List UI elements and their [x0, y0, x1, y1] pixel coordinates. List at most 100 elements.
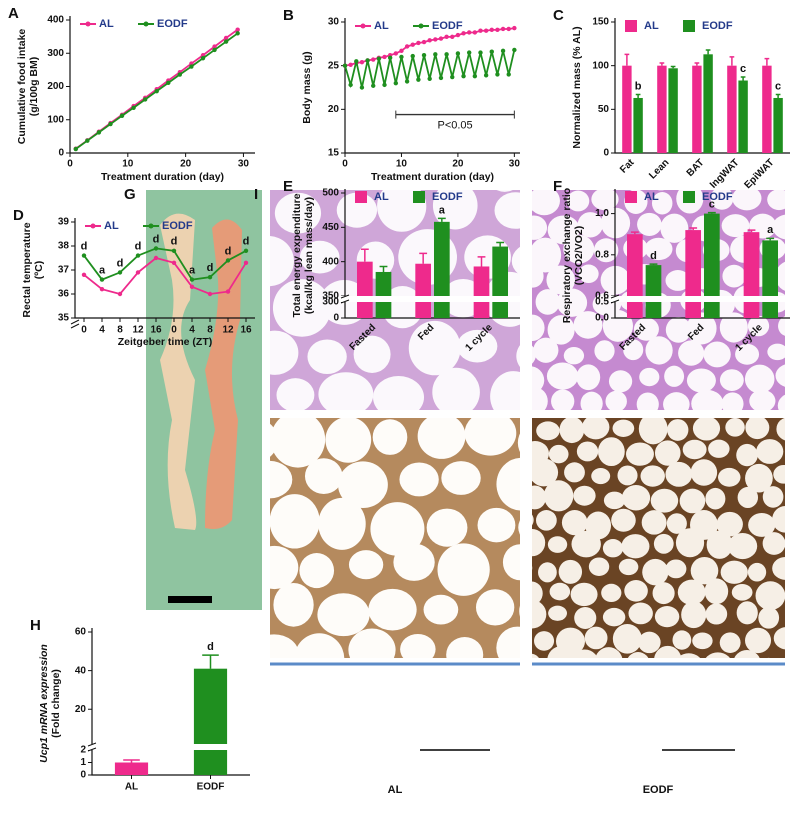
adipocyte [602, 607, 626, 627]
adipocyte [767, 343, 785, 361]
adipocyte [532, 190, 560, 216]
data-point [461, 31, 466, 36]
y-tick-label: 0 [603, 148, 609, 159]
data-point [225, 258, 231, 263]
y-tick-label: 0.6 [595, 291, 609, 302]
adipocyte [532, 215, 548, 240]
bar [473, 266, 490, 318]
adipocyte [667, 419, 689, 441]
adipocyte [519, 605, 520, 617]
legend-marker [143, 21, 149, 27]
y-tick-label: 150 [592, 17, 609, 28]
y-axis-label: Cumulative food intake [16, 29, 28, 145]
data-point [483, 28, 489, 33]
adipocyte [637, 212, 662, 236]
data-point [466, 50, 472, 55]
adipocyte [532, 366, 545, 395]
error-bar [477, 256, 486, 267]
x-axis-label: Treatment duration (day) [101, 171, 224, 183]
y-axis-label: (ºC) [33, 261, 45, 279]
adipocyte [705, 652, 730, 658]
adipocyte [536, 421, 560, 441]
adipocyte [276, 378, 315, 410]
adipocyte [532, 600, 547, 629]
significance-letter: d [243, 236, 250, 248]
adipocyte [517, 433, 520, 453]
y-tick-label: 40 [75, 665, 87, 676]
adipocyte [536, 510, 557, 531]
axis-break [70, 319, 80, 329]
data-point [387, 55, 393, 61]
adipocyte [605, 390, 627, 410]
significance-letter: a [99, 265, 106, 277]
data-point [404, 44, 410, 49]
adipocyte [336, 192, 378, 228]
axis-break [610, 294, 620, 304]
error-bar [694, 62, 700, 66]
legend-label: AL [374, 191, 389, 203]
data-point [348, 62, 353, 67]
adipocyte [580, 391, 603, 410]
data-point [483, 73, 489, 78]
legend-label: EODF [702, 20, 733, 32]
x-tick-label: 12 [132, 325, 144, 336]
adipocyte [612, 419, 635, 437]
adipocyte [762, 532, 785, 555]
adipocyte [657, 190, 665, 191]
adipocyte [593, 238, 619, 263]
adipocyte [665, 559, 687, 579]
adipocyte [703, 341, 731, 368]
histology-image [270, 190, 520, 410]
tissue-eodf [205, 219, 242, 529]
adipocyte [353, 335, 391, 373]
data-point [371, 57, 376, 62]
y-tick-label: 36 [58, 289, 70, 300]
legend-label: EODF [157, 18, 188, 30]
error-bar [689, 227, 698, 231]
bar [727, 65, 737, 153]
y-tick-label: 20 [75, 704, 87, 715]
adipocyte [665, 270, 691, 291]
data-point [489, 49, 494, 54]
adipocyte [650, 488, 679, 513]
panel-letter: F [553, 178, 562, 195]
data-point [365, 58, 370, 63]
significance-letter: d [207, 641, 214, 653]
x-tick-label: 30 [509, 159, 521, 170]
error-bar [740, 76, 746, 81]
bar [668, 68, 678, 153]
adipocyte [603, 491, 626, 510]
data-point [135, 270, 141, 275]
y-tick-label: 38 [58, 241, 70, 252]
adipocyte [511, 246, 520, 276]
y-tick-label: 300 [322, 297, 339, 308]
y-tick-label: 350 [322, 291, 339, 302]
data-point [166, 80, 171, 86]
data-point [171, 248, 177, 253]
x-tick-label: 0 [342, 159, 348, 170]
adipocyte [627, 652, 649, 658]
error-bar [496, 241, 505, 247]
x-tick-label: 8 [207, 325, 213, 336]
y-tick-label: 400 [47, 15, 64, 26]
y-axis-label: Body mass (g) [301, 51, 313, 123]
y-tick-label: 500 [322, 188, 339, 199]
data-point [99, 287, 105, 292]
adipocyte [719, 369, 744, 391]
bar [762, 240, 779, 318]
significance-letter: d [171, 236, 178, 248]
adipocyte [408, 320, 461, 376]
y-tick-label: 450 [322, 222, 339, 233]
data-point [438, 36, 444, 41]
bar [622, 65, 632, 153]
data-point [506, 26, 511, 32]
x-tick-label: AL [125, 782, 138, 793]
y-tick-label: 60 [75, 627, 87, 638]
data-point [472, 73, 478, 79]
legend-label: EODF [702, 191, 733, 203]
adipocyte [641, 510, 667, 535]
x-tick-label: 12 [222, 325, 234, 336]
group-label: EODF [643, 784, 674, 796]
adipocyte [665, 461, 693, 487]
legend-marker [360, 23, 366, 29]
